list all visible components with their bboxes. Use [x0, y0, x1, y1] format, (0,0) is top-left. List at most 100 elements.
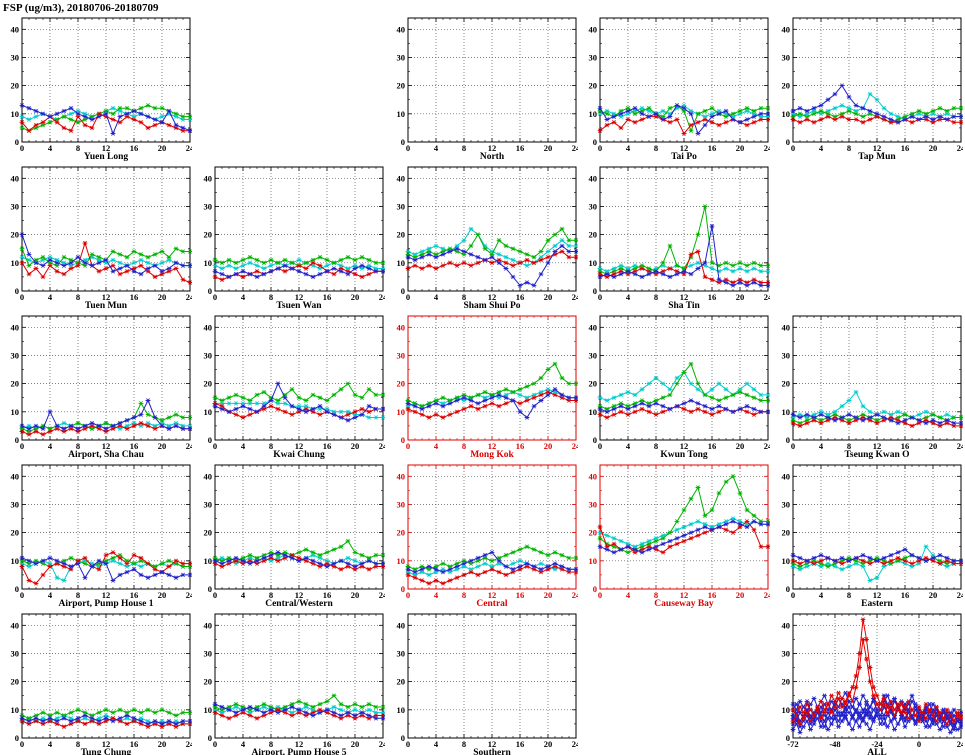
y-tick-label: 0 — [593, 584, 597, 594]
x-tick-label: 4 — [819, 441, 824, 451]
x-tick-label: 16 — [901, 590, 910, 600]
chart-tsuen-wan: 0 4 8 12 16 20 24 0 10 20 30 40 Tsuen Wan — [193, 165, 385, 321]
chart-title: Airport, Pump House 5 — [252, 748, 347, 755]
y-tick-label: 10 — [782, 556, 791, 566]
series-markers-blue — [597, 519, 770, 555]
x-tick-label: 8 — [269, 441, 273, 451]
x-tick-label: 4 — [434, 590, 439, 600]
chart-title: Kwai Chung — [273, 450, 325, 460]
x-tick-label: 24 — [379, 590, 385, 600]
y-tick-label: 30 — [11, 53, 20, 63]
x-tick-label: 12 — [295, 441, 304, 451]
y-tick-label: 10 — [204, 705, 213, 715]
y-tick-label: 40 — [589, 24, 598, 34]
series-line-cyan — [792, 545, 961, 582]
y-tick-label: 10 — [782, 109, 791, 119]
series-markers-green — [19, 103, 192, 133]
x-tick-label: 0 — [406, 441, 410, 451]
x-tick-label: 16 — [130, 590, 139, 600]
series-line-green — [21, 709, 190, 719]
x-tick-label: 4 — [626, 292, 631, 302]
chart-kwun-tong: 0 4 8 12 16 20 24 0 10 20 30 40 Kwun Tong — [578, 314, 770, 470]
series-markers-red — [790, 114, 963, 125]
chart-eastern: 0 4 8 12 16 20 24 0 10 20 30 40 Eastern — [771, 463, 963, 619]
x-tick-label: 24 — [572, 292, 578, 302]
series-markers-red — [19, 716, 192, 729]
x-tick-label: 16 — [516, 143, 525, 153]
x-tick-label: 4 — [626, 441, 631, 451]
chart-mong-kok: 0 4 8 12 16 20 24 0 10 20 30 40 Mong Kok — [386, 314, 578, 470]
x-tick-label: 16 — [516, 292, 525, 302]
x-tick-label: 8 — [654, 590, 658, 600]
y-tick-label: 30 — [11, 202, 20, 212]
series-markers-cyan — [212, 257, 385, 271]
y-tick-label: 30 — [589, 202, 598, 212]
y-tick-label: 30 — [204, 202, 213, 212]
x-tick-label: 8 — [76, 441, 80, 451]
x-tick-label: 4 — [434, 292, 439, 302]
y-tick-label: 20 — [11, 528, 20, 538]
x-tick-label: 24 — [379, 441, 385, 451]
y-tick-label: 20 — [397, 528, 406, 538]
y-tick-label: 40 — [782, 24, 791, 34]
y-tick-label: 30 — [397, 351, 406, 361]
y-tick-label: 40 — [204, 322, 213, 332]
x-tick-label: 4 — [434, 441, 439, 451]
x-tick-label: 16 — [708, 143, 717, 153]
x-tick-label: 0 — [20, 441, 24, 451]
x-tick-label: 24 — [379, 292, 385, 302]
x-tick-label: 16 — [130, 143, 139, 153]
x-tick-label: 0 — [213, 590, 217, 600]
x-tick-label: 8 — [269, 292, 273, 302]
y-tick-label: 20 — [204, 528, 213, 538]
y-tick-label: 20 — [589, 528, 598, 538]
chart-sha-tin: 0 4 8 12 16 20 24 0 10 20 30 40 Sha Tin — [578, 165, 770, 321]
series-markers-red — [405, 564, 578, 586]
x-tick-label: 20 — [929, 590, 938, 600]
chart-title: ALL — [867, 748, 887, 755]
chart-title: Central/Western — [265, 599, 333, 609]
series-line-red — [599, 116, 768, 135]
y-tick-label: 0 — [208, 435, 212, 445]
y-tick-label: 10 — [11, 705, 20, 715]
series-markers-cyan — [790, 544, 963, 583]
x-tick-label: 4 — [48, 441, 53, 451]
x-tick-label: 12 — [102, 739, 111, 749]
chart-central-western: 0 4 8 12 16 20 24 0 10 20 30 40 Central/Western — [193, 463, 385, 619]
y-tick-label: 40 — [589, 173, 598, 183]
chart-title: Tseung Kwan O — [844, 450, 909, 460]
y-tick-label: 0 — [15, 733, 19, 743]
x-tick-label: 20 — [158, 292, 167, 302]
chart-sham-shui-po: 0 4 8 12 16 20 24 0 10 20 30 40 Sham Shui Po — [386, 165, 578, 321]
y-tick-label: 0 — [208, 584, 212, 594]
chart-title: Sha Tin — [668, 301, 700, 311]
x-tick-label: 8 — [462, 441, 466, 451]
x-tick-label: 24 — [572, 441, 578, 451]
y-tick-label: 0 — [593, 137, 597, 147]
y-tick-label: 10 — [11, 407, 20, 417]
y-tick-label: 0 — [593, 435, 597, 445]
y-tick-label: 0 — [15, 435, 19, 445]
chart-airport-sha-chau: 0 4 8 12 16 20 24 0 10 20 30 40 Airport, Sha Chau — [0, 314, 192, 470]
series-markers-blue — [19, 713, 192, 727]
x-tick-label: 16 — [130, 292, 139, 302]
y-tick-label: 10 — [204, 258, 213, 268]
series-markers-red — [790, 637, 963, 727]
chart-tap-mun: 0 4 8 12 16 20 24 0 10 20 30 40 Tap Mun — [771, 16, 963, 172]
series-markers-red — [790, 415, 963, 429]
y-tick-label: 10 — [11, 109, 20, 119]
x-tick-label: 20 — [351, 292, 360, 302]
y-tick-label: 40 — [204, 471, 213, 481]
x-tick-label: 4 — [241, 590, 246, 600]
x-tick-label: 20 — [929, 441, 938, 451]
x-tick-label: 24 — [186, 590, 192, 600]
x-tick-label: 20 — [158, 143, 167, 153]
x-tick-label: 8 — [462, 292, 466, 302]
x-tick-label: 16 — [130, 441, 139, 451]
chart-title: Eastern — [861, 599, 893, 609]
x-tick-label: 0 — [213, 739, 217, 749]
x-tick-label: 0 — [20, 590, 24, 600]
y-tick-label: 40 — [11, 24, 20, 34]
chart-tung-chung: 0 4 8 12 16 20 24 0 10 20 30 40 Tung Chung — [0, 612, 192, 755]
x-tick-label: 16 — [516, 739, 525, 749]
